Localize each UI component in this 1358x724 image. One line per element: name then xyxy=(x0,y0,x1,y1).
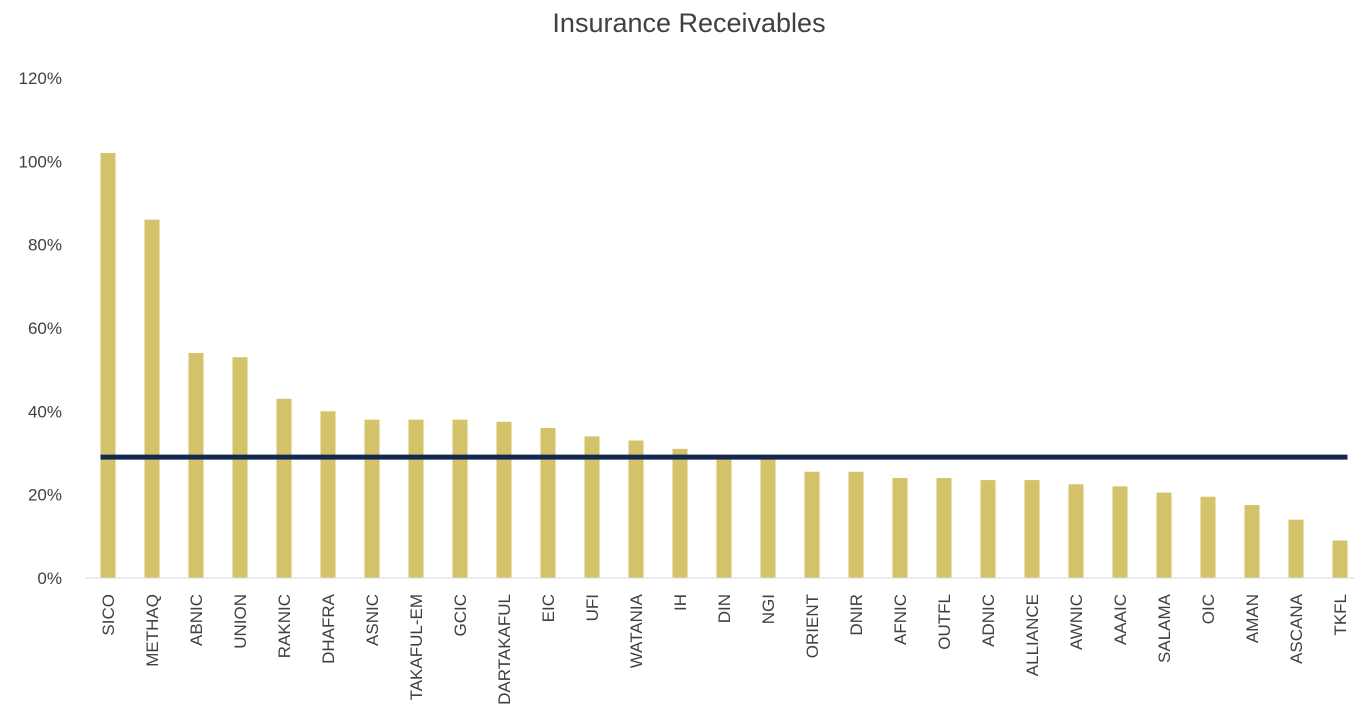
bar xyxy=(1244,505,1260,578)
bar xyxy=(980,480,996,578)
bar xyxy=(628,440,644,578)
bar xyxy=(1024,480,1040,578)
x-tick-label: TKFL xyxy=(1331,594,1350,636)
bar xyxy=(936,478,952,578)
x-tick-label: WATANIA xyxy=(627,593,646,668)
y-tick-label: 0% xyxy=(37,569,62,588)
bar xyxy=(1068,484,1084,578)
x-tick-label: ALLIANCE xyxy=(1023,594,1042,676)
x-tick-label: SALAMA xyxy=(1155,593,1174,663)
bar xyxy=(452,419,468,578)
bar xyxy=(540,428,556,578)
x-tick-label: IH xyxy=(671,594,690,611)
x-tick-label: NGI xyxy=(759,594,778,624)
y-tick-label: 120% xyxy=(19,69,62,88)
bar xyxy=(100,153,116,578)
x-tick-label: AMAN xyxy=(1243,594,1262,643)
bar xyxy=(496,421,512,578)
bar xyxy=(672,448,688,578)
bar xyxy=(320,411,336,578)
bar xyxy=(584,436,600,578)
y-axis-ticks: 0% 20% 40% 60% 80% 100% 120% xyxy=(19,69,62,588)
x-tick-label: AAAIC xyxy=(1111,594,1130,645)
x-tick-label: OUTFL xyxy=(935,594,954,650)
x-tick-label: OIC xyxy=(1199,594,1218,624)
bar xyxy=(1200,496,1216,578)
bar xyxy=(364,419,380,578)
y-tick-label: 40% xyxy=(28,402,62,421)
bar xyxy=(1332,540,1348,578)
x-tick-label: AWNIC xyxy=(1067,594,1086,650)
bar xyxy=(1156,492,1172,578)
x-tick-label: UNION xyxy=(231,594,250,649)
x-tick-label: ORIENT xyxy=(803,594,822,658)
x-tick-label: EIC xyxy=(539,594,558,622)
x-tick-label: DIN xyxy=(715,594,734,623)
bar xyxy=(408,419,424,578)
x-tick-label: DNIR xyxy=(847,594,866,636)
x-tick-label: METHAQ xyxy=(143,594,162,667)
y-tick-label: 60% xyxy=(28,319,62,338)
x-tick-label: GCIC xyxy=(451,594,470,637)
x-tick-label: TAKAFUL-EM xyxy=(407,594,426,700)
y-tick-label: 20% xyxy=(28,486,62,505)
y-tick-label: 100% xyxy=(19,152,62,171)
x-tick-label: ASCANA xyxy=(1287,593,1306,664)
bar xyxy=(848,471,864,578)
x-tick-label: DARTAKAFUL xyxy=(495,594,514,705)
bar xyxy=(804,471,820,578)
x-tick-label: ASNIC xyxy=(363,594,382,646)
bar xyxy=(760,459,776,578)
chart-title: Insurance Receivables xyxy=(552,8,826,38)
x-tick-label: AFNIC xyxy=(891,594,910,645)
x-axis-labels: SICO METHAQ ABNIC UNION RAKNIC DHAFRA ASNIC TAK… xyxy=(99,593,1350,705)
x-tick-label: ADNIC xyxy=(979,594,998,647)
bar xyxy=(276,398,292,578)
x-tick-label: UFI xyxy=(583,594,602,621)
x-tick-label: DHAFRA xyxy=(319,593,338,664)
x-tick-label: SICO xyxy=(99,594,118,636)
y-tick-label: 80% xyxy=(28,236,62,255)
bar xyxy=(716,457,732,578)
x-tick-label: RAKNIC xyxy=(275,594,294,658)
bar xyxy=(188,353,204,578)
bar xyxy=(1112,486,1128,578)
bar xyxy=(892,478,908,578)
bar xyxy=(144,219,160,578)
x-tick-label: ABNIC xyxy=(187,594,206,646)
bar xyxy=(1288,519,1304,578)
bar xyxy=(232,357,248,578)
bars xyxy=(100,153,1348,578)
